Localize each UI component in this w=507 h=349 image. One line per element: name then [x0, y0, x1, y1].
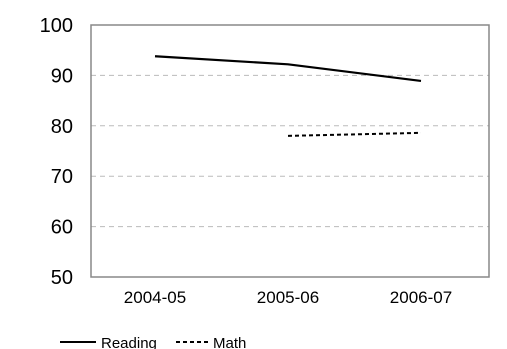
series-lines — [154, 55, 422, 137]
series-line-reading — [154, 55, 422, 83]
y-tick-label: 80 — [51, 116, 73, 138]
gridlines — [91, 74, 489, 228]
x-tick-label: 2005-06 — [257, 288, 319, 307]
legend: Reading Math — [60, 335, 246, 349]
y-tick-label: 60 — [51, 217, 73, 239]
x-tick-label: 2006-07 — [390, 288, 452, 307]
y-axis-tick-labels: 50 60 70 80 90 100 — [40, 15, 73, 289]
y-tick-label: 50 — [51, 267, 73, 289]
legend-label-reading: Reading — [101, 335, 157, 349]
y-tick-label: 90 — [51, 65, 73, 87]
y-tick-label: 70 — [51, 166, 73, 188]
series-line-math — [287, 131, 422, 137]
y-tick-label: 100 — [40, 15, 73, 37]
plot-area-frame — [90, 24, 490, 278]
legend-label-math: Math — [213, 335, 246, 349]
x-tick-label: 2004-05 — [124, 288, 186, 307]
x-axis-tick-labels: 2004-05 2005-06 2006-07 — [124, 288, 452, 307]
